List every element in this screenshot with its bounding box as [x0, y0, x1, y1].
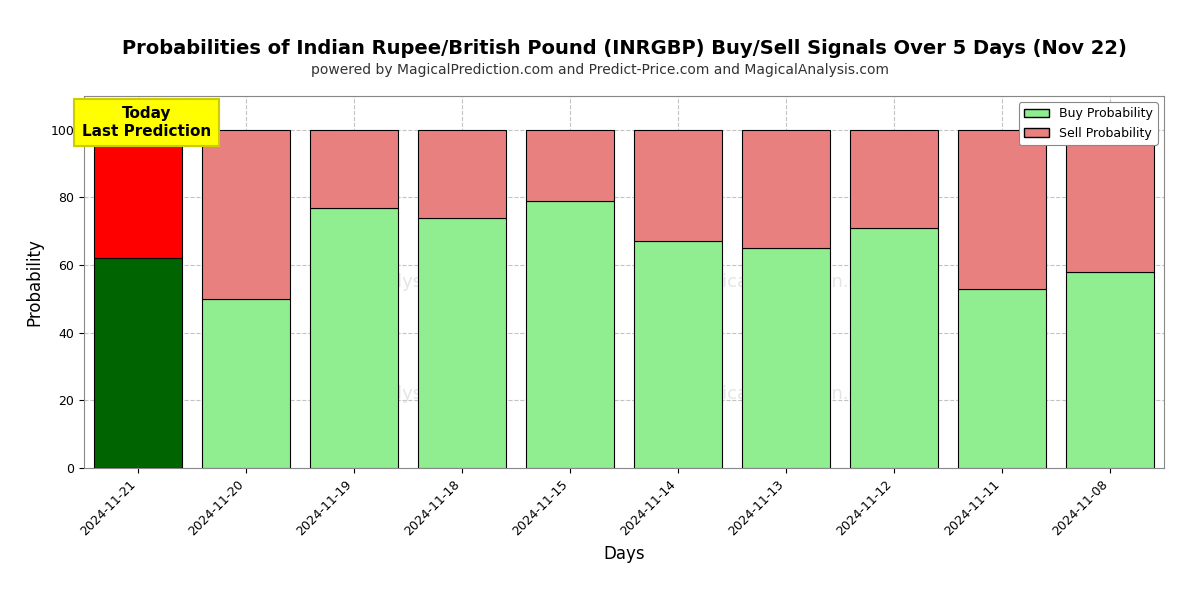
Y-axis label: Probability: Probability [25, 238, 43, 326]
Text: powered by MagicalPrediction.com and Predict-Price.com and MagicalAnalysis.com: powered by MagicalPrediction.com and Pre… [311, 63, 889, 77]
Text: MagicalPrediction.com: MagicalPrediction.com [684, 385, 888, 403]
Bar [958, 130, 1046, 289]
Bar [850, 130, 938, 228]
Bar [202, 299, 290, 468]
Bar [310, 208, 398, 468]
Text: calAnalysis.com: calAnalysis.com [336, 385, 480, 403]
Bar [634, 241, 722, 468]
Bar [1066, 272, 1154, 468]
Bar [94, 130, 182, 259]
Title: Probabilities of Indian Rupee/British Pound (INRGBP) Buy/Sell Signals Over 5 Day: Probabilities of Indian Rupee/British Po… [121, 40, 1127, 58]
Bar [850, 228, 938, 468]
Text: Today
Last Prediction: Today Last Prediction [82, 106, 211, 139]
Bar [634, 130, 722, 241]
Text: calAnalysis.com: calAnalysis.com [336, 273, 480, 291]
Bar [202, 130, 290, 299]
Bar [418, 218, 506, 468]
Bar [958, 289, 1046, 468]
Bar [1066, 130, 1154, 272]
Bar [94, 259, 182, 468]
Legend: Buy Probability, Sell Probability: Buy Probability, Sell Probability [1019, 102, 1158, 145]
Text: MagicalPrediction.com: MagicalPrediction.com [684, 273, 888, 291]
Bar [526, 130, 614, 201]
X-axis label: Days: Days [604, 545, 644, 563]
Bar [742, 130, 830, 248]
Bar [526, 201, 614, 468]
Bar [310, 130, 398, 208]
Bar [418, 130, 506, 218]
Bar [742, 248, 830, 468]
